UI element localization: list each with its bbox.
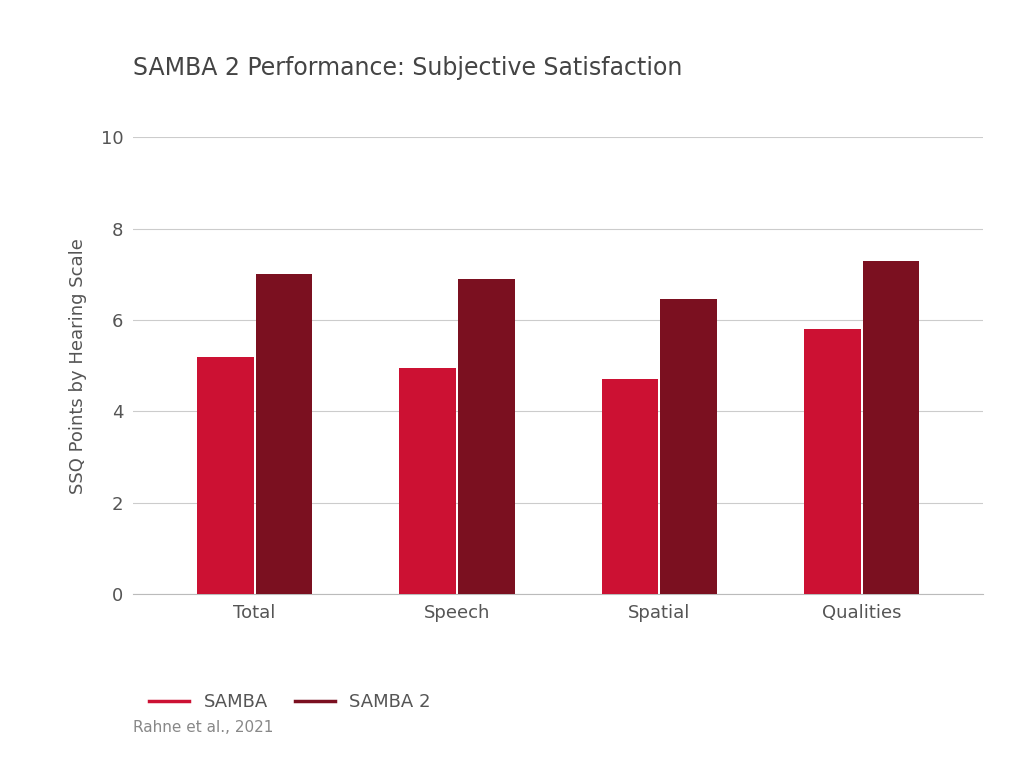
Bar bbox=[862, 261, 920, 594]
Bar bbox=[660, 299, 717, 594]
Bar bbox=[458, 279, 515, 594]
Text: Rahne et al., 2021: Rahne et al., 2021 bbox=[133, 720, 273, 735]
Bar bbox=[804, 329, 860, 594]
Y-axis label: SSQ Points by Hearing Scale: SSQ Points by Hearing Scale bbox=[69, 238, 87, 494]
Bar bbox=[256, 274, 312, 594]
Text: SAMBA 2 Performance: Subjective Satisfaction: SAMBA 2 Performance: Subjective Satisfac… bbox=[133, 56, 682, 80]
Bar bbox=[601, 379, 658, 594]
Bar bbox=[399, 368, 456, 594]
Bar bbox=[197, 357, 254, 594]
Legend: SAMBA, SAMBA 2: SAMBA, SAMBA 2 bbox=[142, 686, 437, 718]
